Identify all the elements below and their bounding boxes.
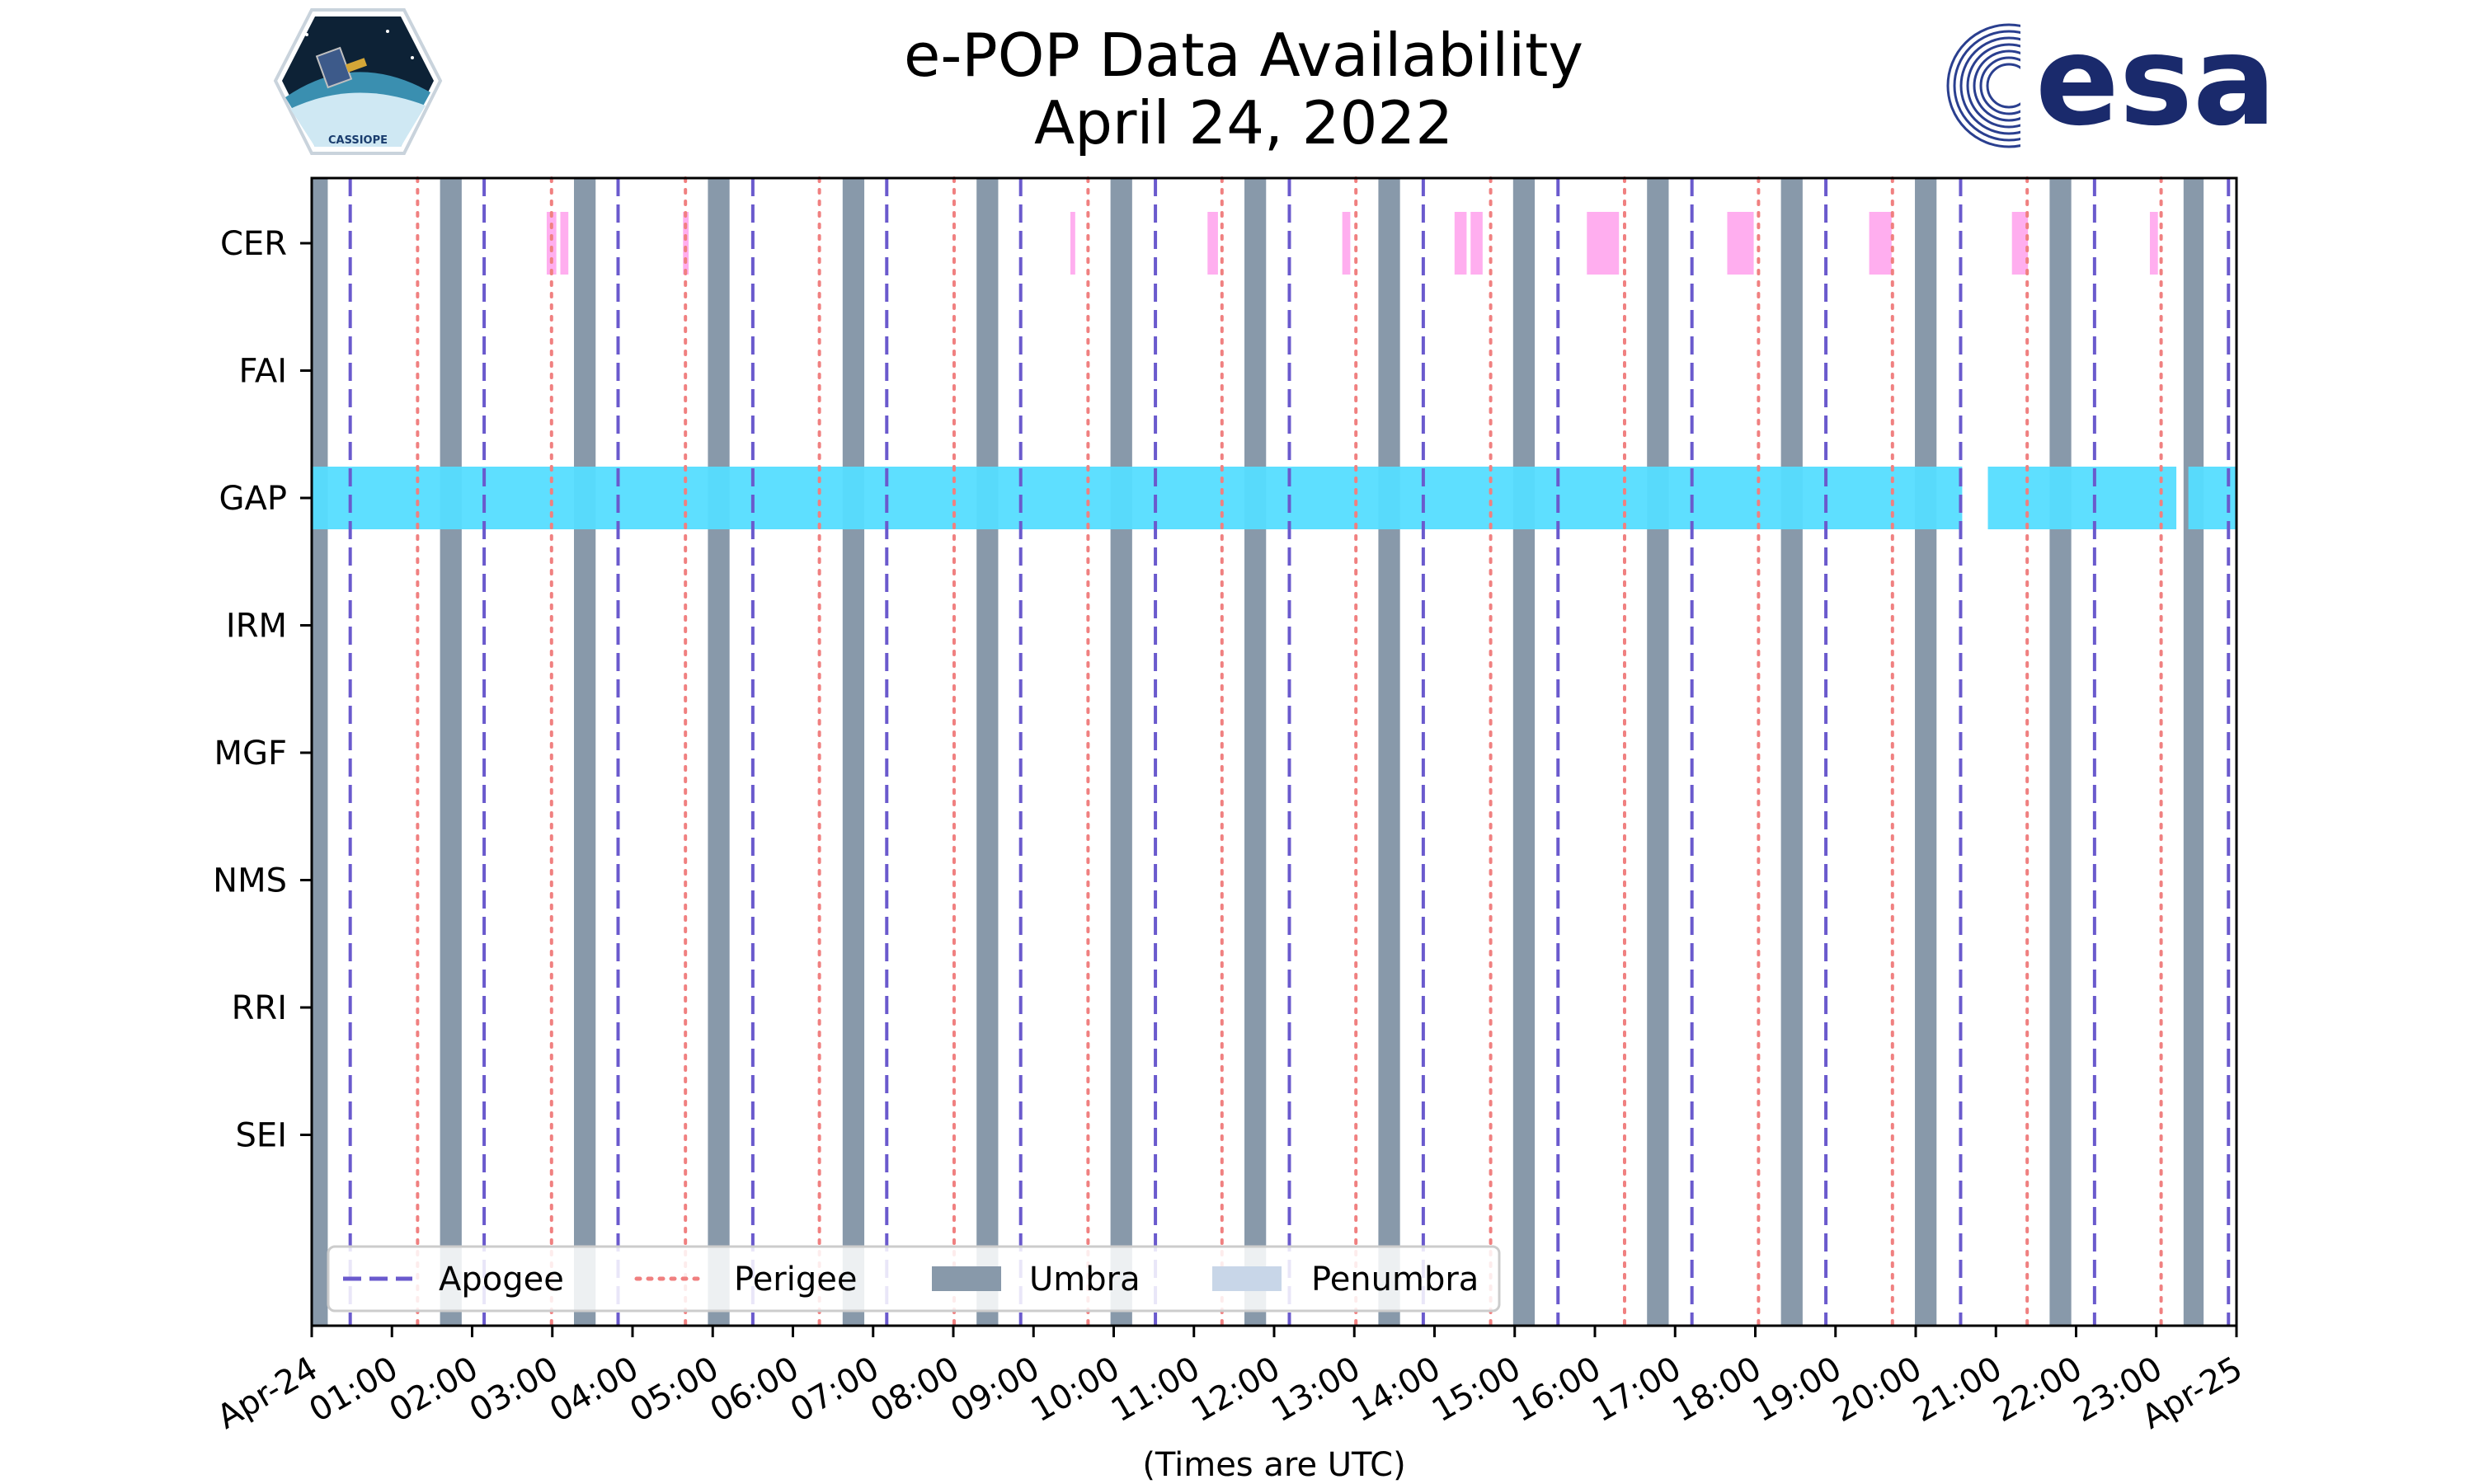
- x-tick-label: 01:00: [303, 1350, 404, 1430]
- umbra-band: [1780, 178, 1803, 1326]
- x-tick-label: 09:00: [944, 1350, 1046, 1430]
- umbra-band: [1110, 178, 1132, 1326]
- availability-bar-gap: [1987, 467, 2177, 529]
- y-tick-label: RRI: [232, 989, 287, 1027]
- x-tick-label: 08:00: [864, 1350, 966, 1430]
- availability-bar-cer: [1207, 212, 1218, 275]
- x-tick-label: 06:00: [704, 1350, 806, 1430]
- cassiope-logo: CASSIOPE: [273, 8, 443, 155]
- umbra-band: [1244, 178, 1267, 1326]
- x-tick-label: 02:00: [383, 1350, 485, 1430]
- umbra-band: [2183, 178, 2204, 1326]
- plot-area: [310, 176, 2238, 1327]
- legend-label-penumbra: Penumbra: [1311, 1261, 1479, 1298]
- x-tick-label: 15:00: [1426, 1350, 1527, 1430]
- availability-bar-cer: [1342, 212, 1351, 275]
- legend-handle-umbra: [932, 1266, 1001, 1291]
- umbra-band: [2049, 178, 2072, 1326]
- umbra-band: [1512, 178, 1536, 1326]
- legend-label-umbra: Umbra: [1029, 1261, 1141, 1298]
- x-tick-label: 19:00: [1747, 1350, 1848, 1430]
- x-axis: Apr-2401:0002:0003:0004:0005:0006:0007:0…: [211, 1326, 2249, 1437]
- x-tick-label: 16:00: [1506, 1350, 1607, 1430]
- x-tick-label: 18:00: [1667, 1350, 1768, 1430]
- umbra-band: [1647, 178, 1669, 1326]
- y-tick-label: CER: [220, 225, 287, 263]
- umbra-band: [312, 178, 328, 1326]
- chart-title: e-POP Data Availability: [904, 21, 1583, 90]
- availability-bar-gap: [312, 467, 1963, 529]
- x-tick-label: 07:00: [784, 1350, 886, 1430]
- x-tick-label: 04:00: [543, 1350, 645, 1430]
- availability-bar-cer: [560, 212, 569, 275]
- legend-label-apogee: Apogee: [439, 1261, 564, 1298]
- umbra-band: [1915, 178, 1937, 1326]
- x-tick-label: 12:00: [1185, 1350, 1286, 1430]
- x-tick-label: 14:00: [1346, 1350, 1447, 1430]
- availability-bar-cer: [683, 212, 689, 275]
- availability-bar-cer: [1470, 212, 1483, 275]
- y-tick-label: NMS: [213, 862, 287, 900]
- availability-bar-cer: [1727, 212, 1754, 275]
- availability-bar-cer: [1070, 212, 1075, 275]
- umbra-band: [1378, 178, 1400, 1326]
- x-tick-label: 10:00: [1025, 1350, 1126, 1430]
- y-tick-label: IRM: [226, 608, 287, 646]
- availability-bar-cer: [1869, 212, 1892, 275]
- esa-wordmark: esa: [2035, 10, 2276, 153]
- availability-bar-cer: [1587, 212, 1620, 275]
- availability-bars: [312, 212, 2236, 529]
- x-tick-label: 17:00: [1586, 1350, 1687, 1430]
- legend-label-perigee: Perigee: [734, 1261, 857, 1298]
- cassiope-logo-text: CASSIOPE: [328, 134, 388, 147]
- availability-bar-cer: [2149, 212, 2158, 275]
- plot-background: [312, 178, 2236, 1326]
- y-tick-label: MGF: [214, 735, 287, 773]
- x-tick-label: 05:00: [623, 1350, 725, 1430]
- y-tick-label: FAI: [239, 353, 288, 391]
- availability-bar-cer: [2011, 212, 2029, 275]
- x-tick-label: 11:00: [1105, 1350, 1206, 1430]
- availability-bar-cer: [1454, 212, 1467, 275]
- legend: Apogee Perigee Umbra Penumbra: [327, 1245, 1501, 1313]
- umbra-band: [976, 178, 999, 1326]
- x-tick-label: Apr-24: [211, 1350, 324, 1437]
- x-axis-label: (Times are UTC): [1142, 1446, 1405, 1484]
- apogee-lines: [348, 178, 2231, 1326]
- umbra-band: [708, 178, 730, 1326]
- x-tick-label: 13:00: [1265, 1350, 1366, 1430]
- availability-bar-cer: [546, 212, 557, 275]
- y-tick-label: SEI: [236, 1117, 287, 1155]
- x-tick-label: 22:00: [1987, 1350, 2089, 1430]
- umbra-layer: [312, 178, 2204, 1326]
- perigee-lines: [416, 176, 2163, 1327]
- umbra-band: [842, 178, 865, 1326]
- x-tick-label: 03:00: [463, 1350, 565, 1430]
- legend-box: [327, 1245, 1501, 1313]
- chart-subtitle: April 24, 2022: [1034, 88, 1453, 157]
- x-tick-label: 21:00: [1907, 1350, 2008, 1430]
- umbra-band: [440, 178, 462, 1326]
- y-tick-label: GAP: [219, 480, 287, 518]
- x-tick-label: 20:00: [1827, 1350, 1928, 1430]
- umbra-band: [574, 178, 596, 1326]
- esa-logo: esa: [1946, 10, 2276, 157]
- y-axis: CER FAI GAP IRM MGF NMS RRI SEI: [213, 225, 312, 1155]
- legend-handle-penumbra: [1212, 1266, 1282, 1291]
